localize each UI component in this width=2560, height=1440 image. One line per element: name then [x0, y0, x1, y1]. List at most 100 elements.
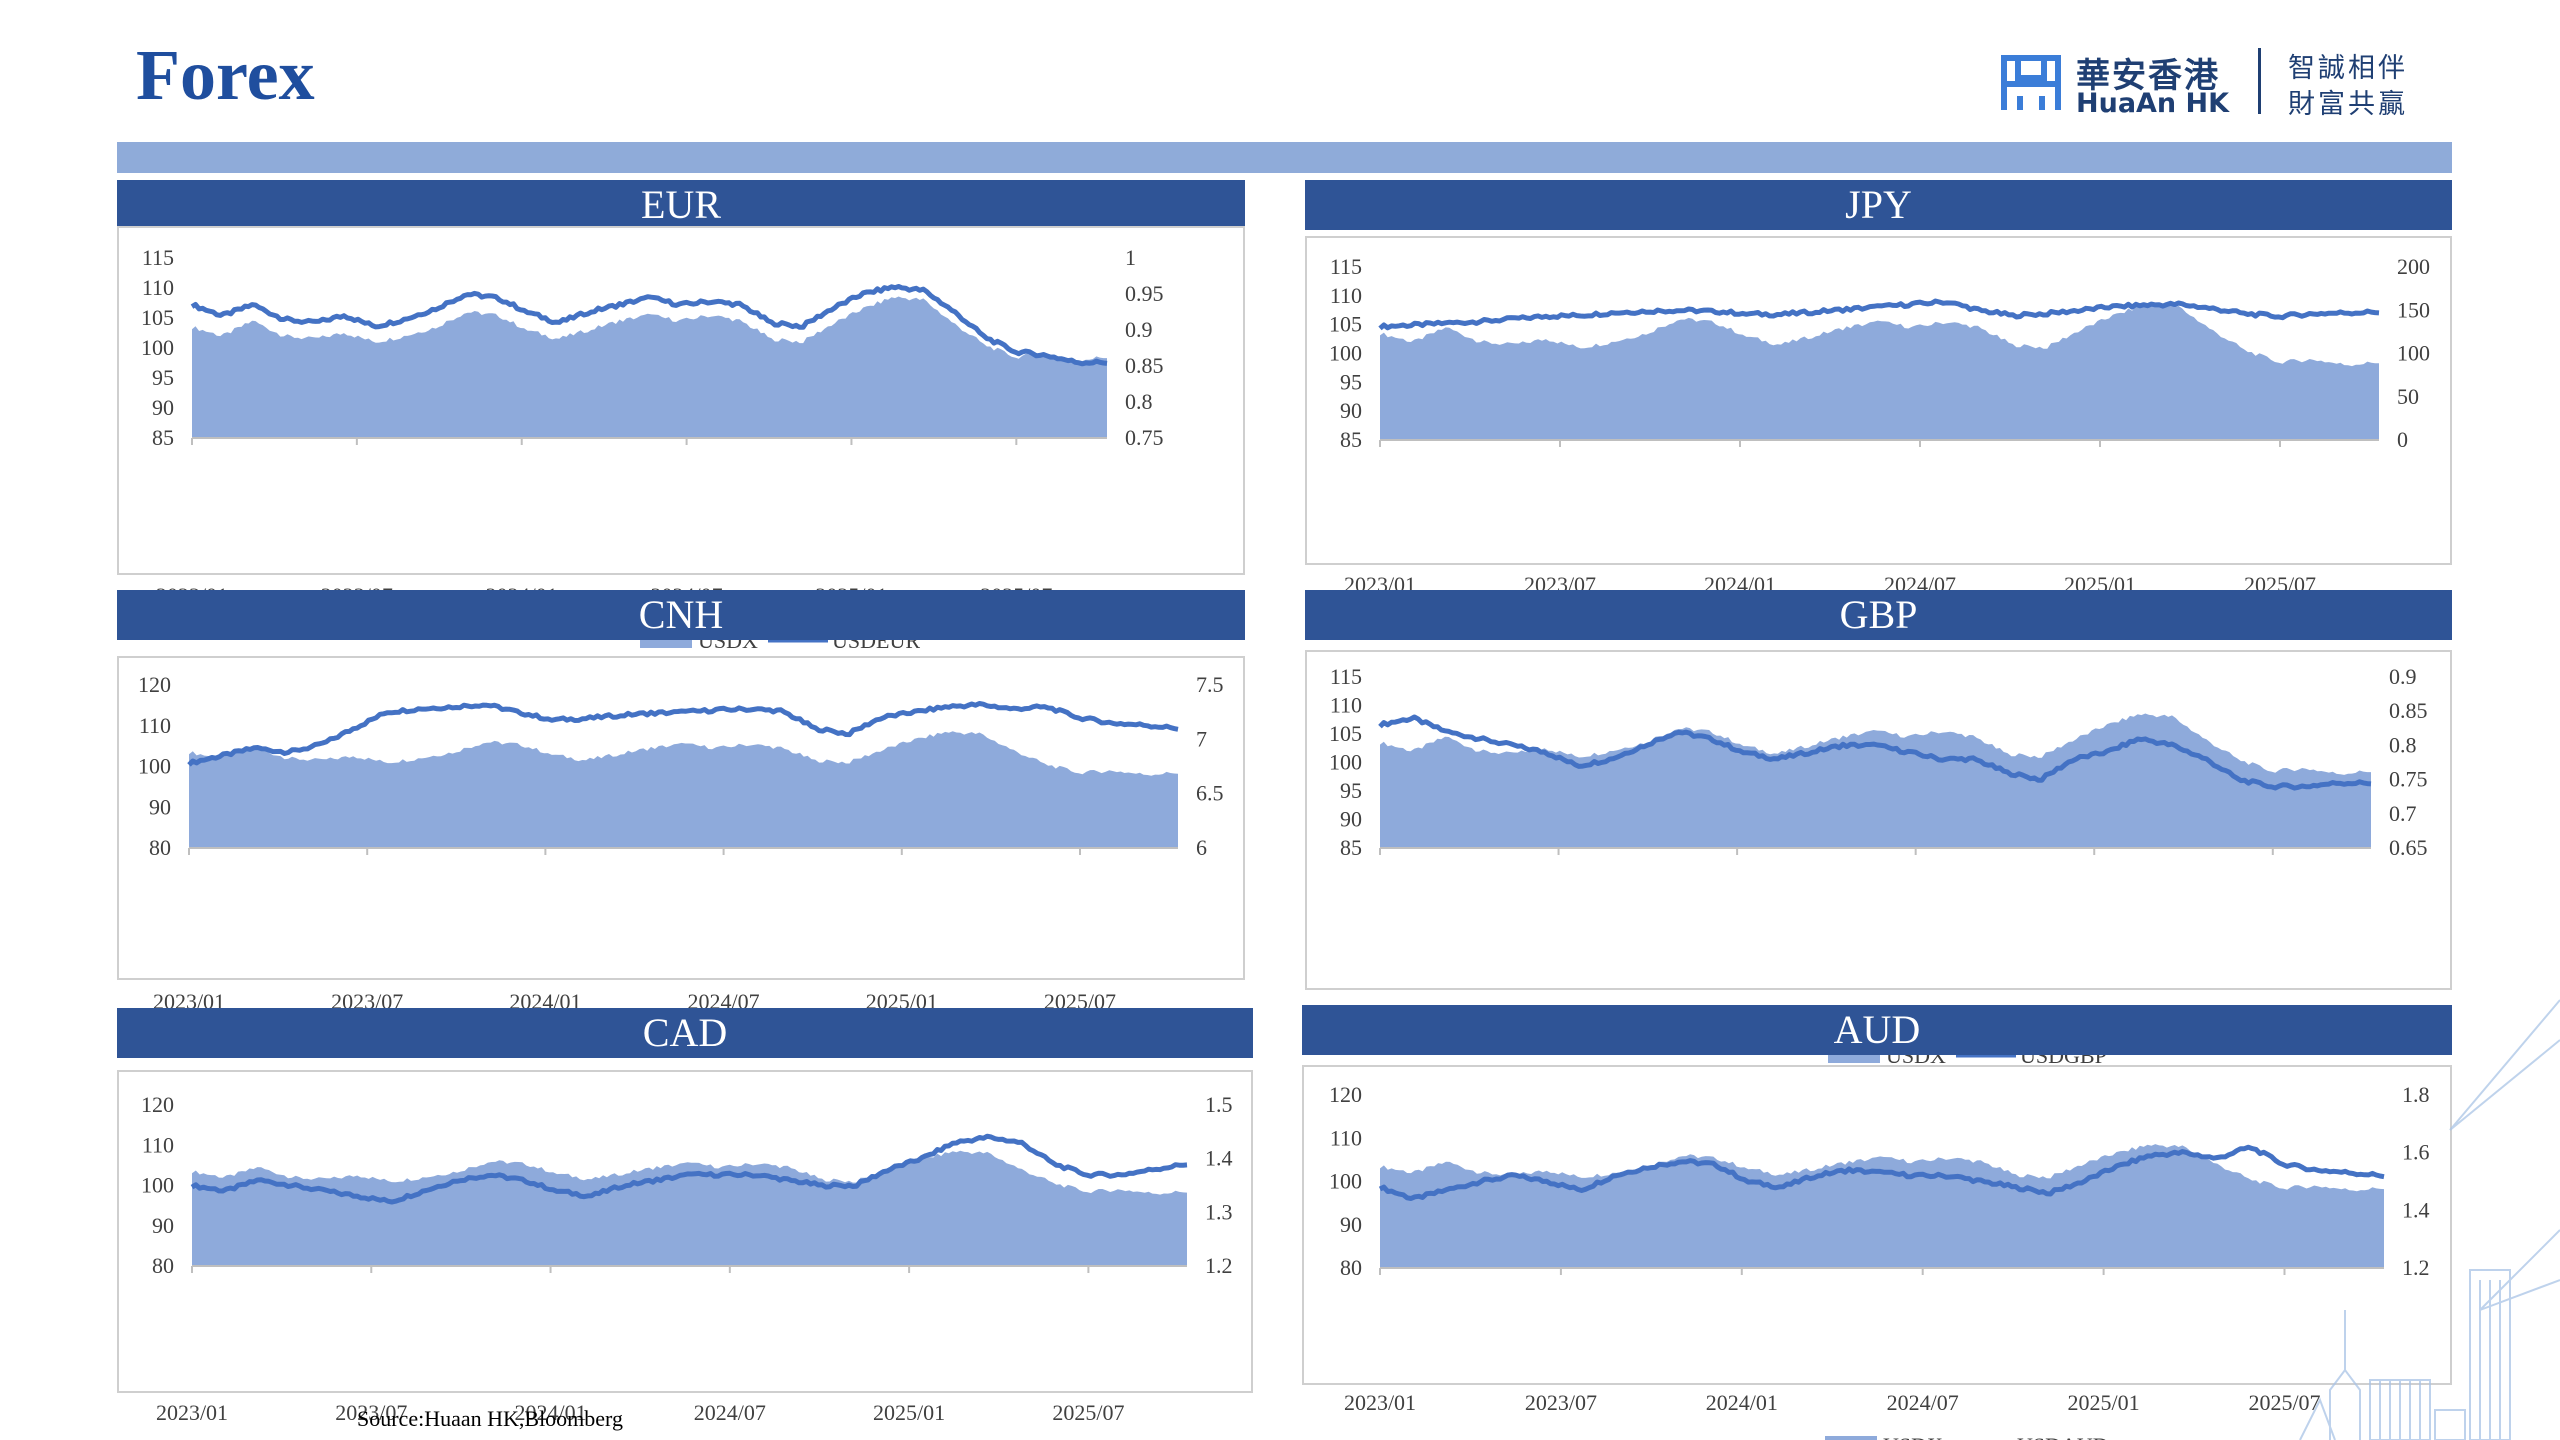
aud-left-tick-label: 80 [1340, 1255, 1362, 1280]
logo-name-en: HuaAn HK [2076, 88, 2230, 119]
jpy-right-tick-label: 50 [2397, 384, 2419, 409]
cad-chart: 120 110 100 90 80 1.5 1.4 1.3 1.2 2023/01 2023/07 2… [141, 1092, 1233, 1425]
aud-x-tick-label: 2024/07 [1887, 1390, 1959, 1415]
logo-slogan-line2: 財富共贏 [2288, 89, 2408, 120]
aud-legend-area-swatch [1825, 1436, 1877, 1440]
jpy-left-tick-label: 95 [1340, 369, 1362, 394]
cad-x-tick-label: 2025/01 [873, 1400, 945, 1425]
logo-divider [2258, 48, 2261, 114]
jpy-right-tick-label: 0 [2397, 427, 2408, 452]
eur-chart-title: EUR [117, 180, 1245, 230]
cad-x-tick-label: 2023/07 [335, 1400, 407, 1425]
cad-fx-line [190, 1133, 1188, 1205]
gbp-left-tick-label: 105 [1329, 721, 1362, 746]
aud-x-tick-label: 2023/07 [1525, 1390, 1597, 1415]
gbp-left-tick-label: 90 [1340, 807, 1362, 832]
gbp-usdx-area [1380, 713, 2371, 848]
cnh-right-tick-label: 7 [1196, 726, 1207, 751]
aud-legend-line-label: USDAUD [2017, 1433, 2109, 1440]
cnh-left-tick-label: 120 [138, 672, 171, 697]
jpy-left-tick-label: 115 [1330, 254, 1362, 279]
gbp-left-tick-label: 85 [1340, 835, 1362, 860]
aud-right-tick-label: 1.6 [2402, 1140, 2430, 1165]
aud-left-tick-label: 110 [1330, 1125, 1362, 1150]
gbp-chart: 1151101051009590850.90.850.80.750.70.652… [1329, 664, 2428, 1068]
aud-legend-area-label: USDX [1883, 1433, 1943, 1440]
aud-fx-line [1378, 1144, 2385, 1201]
cnh-left-tick-label: 110 [139, 713, 171, 738]
eur-chart-panel: EUR 115 110 105 100 95 90 85 1 0.95 0.9 0.85 0.8 0.7… [117, 180, 1245, 653]
eur-usdx-area [192, 296, 1107, 438]
cad-chart-title: CAD [117, 1008, 1253, 1058]
jpy-left-tick-label: 105 [1329, 312, 1362, 337]
cad-x-tick-label: 2024/01 [514, 1400, 586, 1425]
company-logo: 華安香港 HuaAn HK 智誠相伴 財富共贏 [2000, 44, 2420, 124]
cad-x-tick-label: 2025/07 [1052, 1400, 1124, 1425]
cad-usdx-area [192, 1150, 1187, 1266]
aud-x-tick-label: 2025/01 [2068, 1390, 2140, 1415]
jpy-right-tick-label: 200 [2397, 254, 2430, 279]
jpy-left-tick-label: 85 [1340, 427, 1362, 452]
jpy-chart-panel: JPY 115 110 105 100 95 90 85 200 150 100 50 0 2023/0… [1305, 180, 2452, 643]
cad-right-tick-label: 1.5 [1205, 1092, 1233, 1117]
jpy-left-tick-label: 90 [1340, 398, 1362, 423]
cad-left-tick-label: 100 [141, 1173, 174, 1198]
eur-right-tick-label: 0.95 [1125, 281, 1164, 306]
eur-left-tick-label: 100 [141, 335, 174, 360]
eur-right-tick-label: 0.85 [1125, 353, 1164, 378]
eur-chart: 11511010510095908510.950.90.850.80.75202… [141, 245, 1164, 653]
cad-right-tick-label: 1.4 [1205, 1146, 1233, 1171]
aud-x-tick-label: 2025/07 [2248, 1390, 2320, 1415]
cnh-usdx-area [189, 731, 1178, 848]
jpy-right-tick-label: 150 [2397, 297, 2430, 322]
cad-chart-panel: CAD 120 110 100 90 80 1.5 1.4 1.3 1.2 2023/01 2023… [117, 1008, 1253, 1425]
gbp-right-tick-label: 0.75 [2389, 767, 2428, 792]
jpy-right-tick-label: 100 [2397, 341, 2430, 366]
jpy-chart-title: JPY [1305, 180, 2452, 230]
logo-slogan-line1: 智誠相伴 [2288, 53, 2408, 84]
cnh-chart-title: CNH [117, 590, 1245, 640]
cnh-right-tick-label: 6.5 [1196, 781, 1224, 806]
aud-chart-title: AUD [1302, 1005, 2452, 1055]
gbp-right-tick-label: 0.7 [2389, 801, 2417, 826]
cad-left-tick-label: 120 [141, 1092, 174, 1117]
gbp-left-tick-label: 100 [1329, 750, 1362, 775]
eur-right-tick-label: 1 [1125, 245, 1136, 270]
city-skyline-decoration [2299, 999, 2560, 1440]
aud-right-tick-label: 1.2 [2402, 1255, 2430, 1280]
cnh-left-tick-label: 100 [138, 754, 171, 779]
eur-right-tick-label: 0.75 [1125, 425, 1164, 450]
gbp-right-tick-label: 0.85 [2389, 698, 2428, 723]
cad-right-tick-label: 1.2 [1205, 1253, 1233, 1278]
source-note: Source:Huaan HK,Bloomberg [357, 1406, 623, 1431]
jpy-fx-line [1378, 298, 2380, 331]
eur-left-tick-label: 95 [152, 365, 174, 390]
huaan-logo-icon [2001, 55, 2061, 110]
logo-name-cn: 華安香港 [2076, 56, 2220, 96]
aud-chart-panel: AUD 120 110 100 90 80 1.8 1.6 1.4 1.2 2023/01 2023… [1302, 1005, 2452, 1440]
cnh-right-tick-label: 6 [1196, 835, 1207, 860]
eur-right-tick-label: 0.9 [1125, 317, 1153, 342]
aud-right-tick-label: 1.8 [2402, 1082, 2430, 1107]
jpy-left-tick-label: 110 [1330, 283, 1362, 308]
jpy-usdx-area [1380, 304, 2379, 440]
eur-fx-line [190, 284, 1108, 367]
cnh-left-tick-label: 80 [149, 835, 171, 860]
cad-left-tick-label: 110 [142, 1132, 174, 1157]
aud-right-tick-label: 1.4 [2402, 1197, 2430, 1222]
eur-left-tick-label: 115 [142, 245, 174, 270]
cad-right-tick-label: 1.3 [1205, 1199, 1233, 1224]
cnh-fx-line [187, 701, 1179, 767]
gbp-right-tick-label: 0.65 [2389, 835, 2428, 860]
eur-left-tick-label: 105 [141, 305, 174, 330]
cad-left-tick-label: 90 [152, 1213, 174, 1238]
gbp-chart-title: GBP [1305, 590, 2452, 640]
gbp-left-tick-label: 110 [1330, 693, 1362, 718]
jpy-left-tick-label: 100 [1329, 341, 1362, 366]
aud-left-tick-label: 120 [1329, 1082, 1362, 1107]
aud-x-tick-label: 2024/01 [1706, 1390, 1778, 1415]
aud-left-tick-label: 90 [1340, 1212, 1362, 1237]
cnh-right-tick-label: 7.5 [1196, 672, 1224, 697]
